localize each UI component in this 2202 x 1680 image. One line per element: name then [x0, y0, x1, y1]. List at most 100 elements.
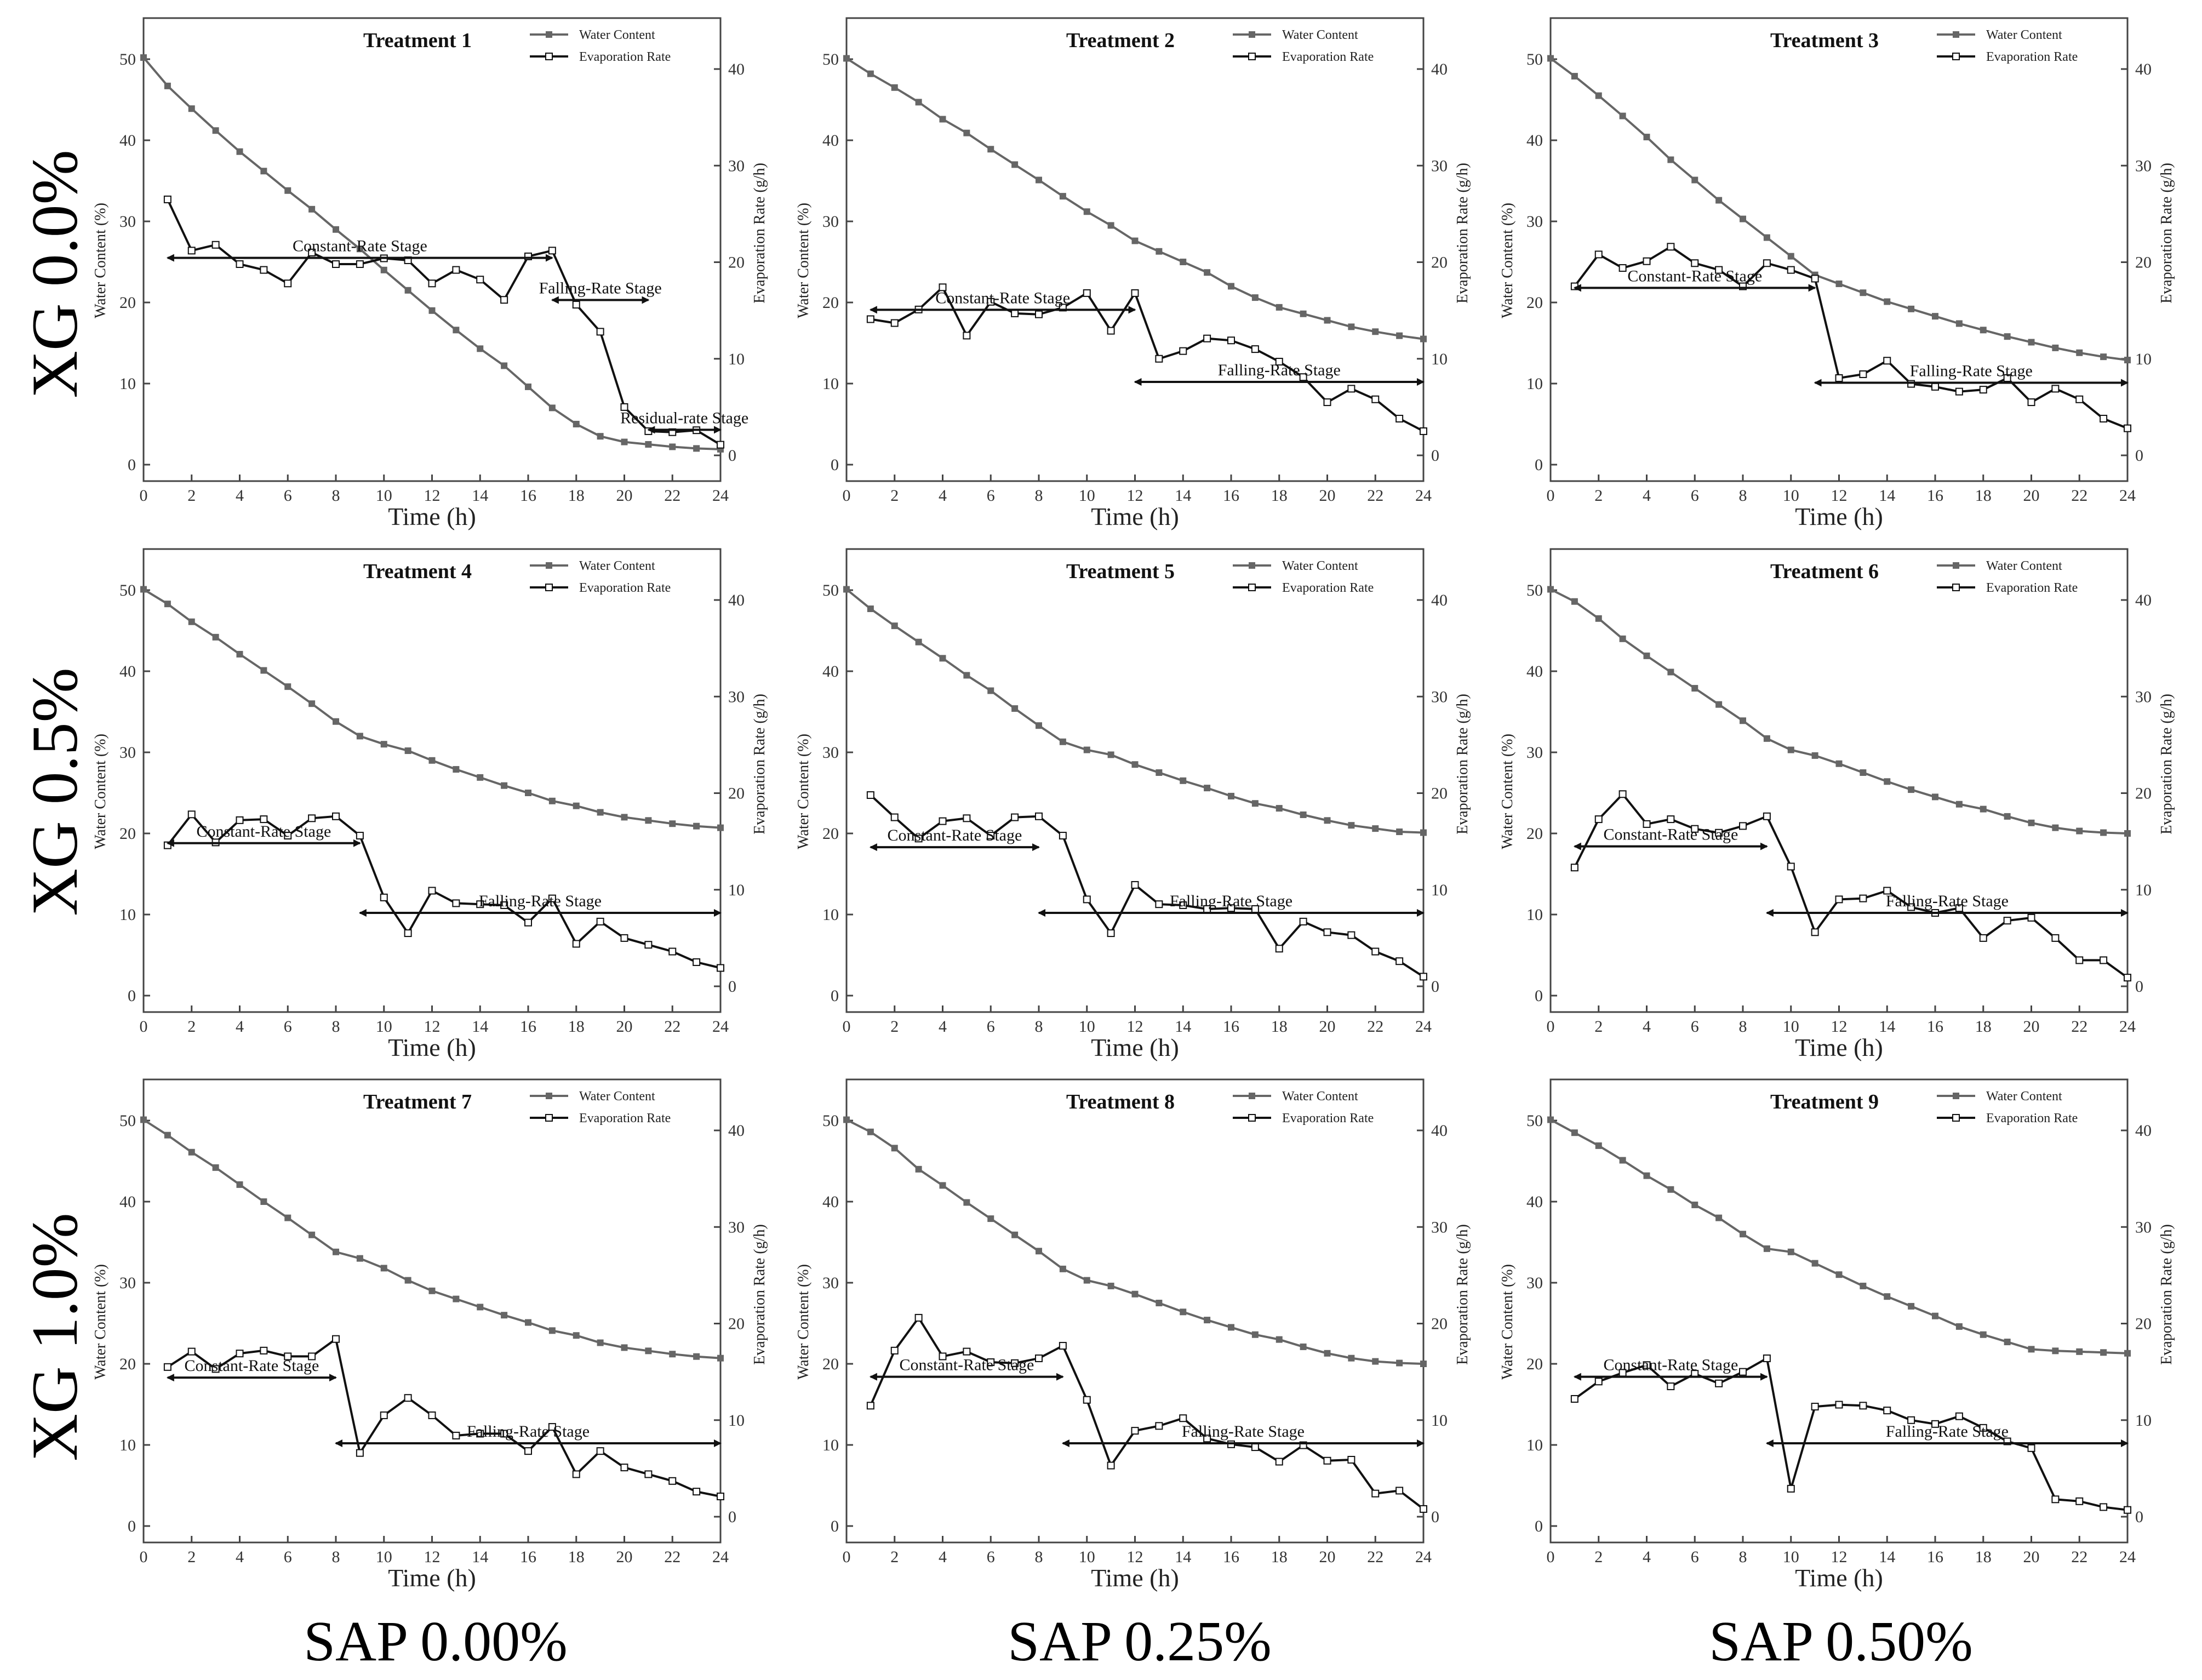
evaporation-rate-point: [620, 934, 628, 942]
evaporation-rate-point: [1420, 427, 1427, 435]
legend-evaporation-rate-label: Evaporation Rate: [1282, 50, 1374, 64]
evaporation-rate-point: [596, 328, 604, 336]
evaporation-rate-point: [1979, 934, 1987, 942]
evaporation-rate-point: [1371, 1489, 1380, 1498]
water-content-point: [939, 116, 946, 123]
water-content-point: [1787, 253, 1794, 260]
x-axis-label: Time (h): [388, 1564, 476, 1592]
x-tick-label: 6: [284, 1548, 292, 1566]
row-label: XG 1.0%: [18, 1213, 91, 1461]
evaporation-rate-point: [260, 815, 268, 824]
evaporation-rate-point: [1395, 1487, 1404, 1495]
water-content-point: [1396, 332, 1403, 339]
x-tick-label: 4: [939, 1018, 947, 1036]
chart-panel-9: 0 2 4 6 8 10 12 14 16 18 20 22 240102030405001020304…: [1499, 1078, 2175, 1592]
evaporation-rate-point: [1275, 358, 1283, 366]
chart-panel-8: 0 2 4 6 8 10 12 14 16 18 20 22 240102030405001020304…: [795, 1078, 1471, 1592]
y-left-tick-label: 50: [119, 1112, 136, 1130]
y-right-tick-label: 20: [2135, 1315, 2152, 1333]
evaporation-rate-point: [428, 1411, 436, 1419]
water-content-point: [212, 127, 219, 134]
water-content-point: [987, 146, 994, 153]
evaporation-rate-point: [1811, 928, 1819, 936]
water-content-point: [1372, 825, 1379, 832]
x-tick-label: 20: [2023, 1548, 2040, 1566]
stage-label: Falling-Rate Stage: [479, 892, 602, 910]
evaporation-rate-point: [1931, 1420, 1939, 1428]
x-tick-label: 24: [1415, 1548, 1432, 1566]
x-tick-label: 10: [1079, 1548, 1095, 1566]
y-right-axis-label: Evaporation Rate (g/h): [751, 1224, 768, 1365]
x-tick-label: 22: [664, 487, 680, 505]
x-tick-label: 14: [1175, 487, 1191, 505]
water-content-point: [597, 809, 604, 816]
legend-water-content-marker: [1249, 562, 1255, 569]
y-right-tick-label: 40: [728, 591, 745, 609]
evaporation-rate-point: [717, 441, 724, 449]
water-content-point: [645, 817, 652, 824]
evaporation-rate-point: [476, 900, 484, 908]
y-left-tick-label: 10: [119, 375, 136, 393]
water-content-point: [717, 1355, 724, 1362]
x-tick-label: 6: [987, 1018, 995, 1036]
water-content-point: [573, 421, 580, 427]
water-content-point: [1547, 1116, 1554, 1123]
y-right-tick-label: 0: [728, 1508, 736, 1526]
x-tick-label: 12: [1127, 1018, 1143, 1036]
x-tick-label: 0: [140, 1548, 148, 1566]
water-content-point: [1860, 289, 1867, 296]
evaporation-rate-point: [1323, 1456, 1331, 1465]
x-tick-label: 12: [424, 1548, 441, 1566]
water-content-point: [1228, 283, 1234, 290]
water-content-point: [260, 1198, 267, 1205]
y-right-tick-label: 30: [1431, 157, 1448, 175]
x-tick-label: 24: [1415, 487, 1432, 505]
water-content-point: [939, 655, 946, 662]
evaporation-rate-line: [870, 794, 1425, 978]
evaporation-rate-point: [404, 929, 412, 938]
water-content-point: [1763, 234, 1770, 241]
y-right-tick-label: 10: [1431, 881, 1448, 899]
x-tick-label: 2: [187, 1548, 196, 1566]
water-content-point: [525, 790, 531, 796]
evaporation-rate-point: [1883, 1407, 1891, 1415]
y-right-tick-label: 0: [2135, 447, 2143, 465]
evaporation-rate-point: [1395, 957, 1404, 965]
water-content-point: [2052, 1347, 2059, 1355]
y-right-axis-label: Evaporation Rate (g/h): [751, 694, 768, 835]
evaporation-rate-point: [404, 1394, 412, 1402]
evaporation-rate-point: [1371, 947, 1380, 956]
x-tick-label: 0: [843, 487, 851, 505]
evaporation-rate-point: [211, 241, 220, 249]
x-tick-label: 20: [1319, 1548, 1336, 1566]
water-content-point: [1059, 193, 1066, 200]
water-content-point: [333, 718, 339, 725]
plot-frame: [1549, 1078, 2129, 1544]
evaporation-rate-point: [1715, 828, 1723, 837]
y-right-axis-label: Evaporation Rate (g/h): [751, 163, 768, 304]
water-content-point: [236, 1181, 243, 1188]
x-tick-label: 14: [472, 1018, 488, 1036]
y-right-tick-label: 0: [1431, 978, 1439, 996]
chart-panel-6: 0 2 4 6 8 10 12 14 16 18 20 22 240102030405001020304…: [1499, 548, 2175, 1061]
x-tick-label: 12: [1831, 1548, 1848, 1566]
water-content-line: [845, 588, 1424, 834]
evaporation-rate-point: [717, 964, 724, 972]
y-left-tick-label: 50: [822, 50, 839, 68]
water-content-point: [140, 54, 147, 61]
evaporation-rate-point: [1787, 1484, 1795, 1493]
y-left-axis-label: Water Content (%): [92, 1264, 109, 1380]
x-tick-label: 4: [236, 487, 244, 505]
legend-water-content-marker: [546, 1093, 552, 1099]
evaporation-rate-point: [1763, 812, 1771, 820]
evaporation-rate-point: [187, 1347, 196, 1356]
water-content-point: [963, 129, 970, 136]
water-content-point: [404, 1277, 411, 1284]
y-left-tick-label: 50: [1526, 1112, 1543, 1130]
evaporation-rate-point: [428, 887, 436, 895]
water-content-point: [1156, 769, 1163, 776]
x-tick-label: 8: [1739, 487, 1747, 505]
water-content-point: [1324, 1350, 1331, 1357]
y-left-tick-label: 20: [822, 294, 839, 312]
plot-frame: [1549, 17, 2129, 482]
